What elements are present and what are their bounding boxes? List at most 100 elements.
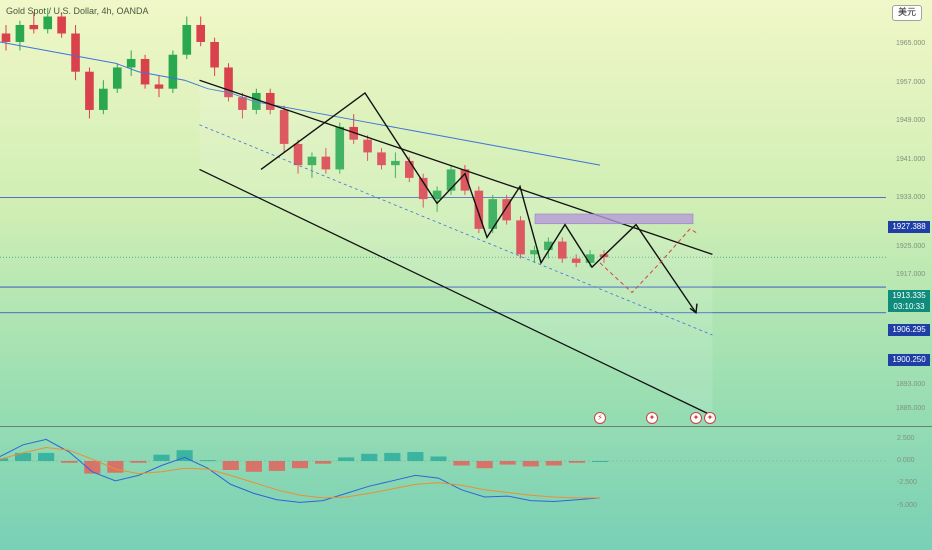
candle-body — [391, 160, 400, 166]
candle-body — [238, 97, 247, 110]
macd-tick-label: -5.000 — [897, 502, 917, 509]
candle-body — [335, 126, 345, 170]
macd-histogram-bar — [476, 461, 493, 469]
candle-body — [85, 71, 94, 110]
macd-histogram-bar — [199, 460, 216, 462]
macd-histogram-bar — [245, 461, 262, 472]
macd-histogram-bar — [568, 461, 585, 463]
macd-histogram-bar — [107, 461, 124, 473]
resistance-zone — [534, 213, 694, 225]
us-flag-icon[interactable]: ✦ — [704, 412, 716, 424]
candle-body — [502, 199, 511, 221]
channel-upper-line — [199, 79, 713, 255]
candle-body — [307, 156, 317, 166]
macd-histogram-bar — [522, 461, 539, 467]
candle-body — [112, 67, 122, 89]
macd-histogram-bar — [361, 453, 378, 461]
macd-histogram-bar — [222, 461, 239, 470]
price-tick-label: 1965.000 — [896, 40, 926, 47]
price-tick-label: 1957.000 — [896, 79, 926, 86]
macd-histogram-bar — [545, 461, 562, 466]
level-tag-1906: 1906.295 — [888, 324, 930, 336]
candle-body — [29, 24, 39, 30]
candle-body — [585, 254, 595, 263]
macd-histogram-bar — [591, 461, 609, 462]
macd-histogram-bar — [153, 454, 170, 461]
candle-body — [488, 199, 498, 229]
macd-tick-label: -2.500 — [897, 479, 917, 486]
candle-body — [15, 24, 25, 42]
macd-histogram-bar — [61, 461, 78, 463]
candle-body — [474, 190, 484, 229]
channel-lower-line — [199, 168, 713, 417]
channel-fill — [199, 80, 713, 416]
moving-average-line — [0, 41, 601, 166]
alternate-path — [599, 228, 698, 294]
candle-body — [196, 24, 206, 42]
candle-body — [404, 160, 414, 178]
current-price-tag: 1913.335 03:10:33 — [888, 290, 930, 312]
macd-histogram-bar — [291, 461, 309, 469]
price-tick-label: 1933.000 — [896, 194, 926, 201]
channel-mid-line — [199, 124, 713, 336]
candle-body — [224, 67, 233, 98]
macd-histogram-bar — [315, 461, 332, 464]
macd-histogram-bar — [130, 461, 147, 463]
candle-body — [1, 33, 11, 42]
macd-histogram-bar — [430, 456, 447, 461]
macd-line — [0, 438, 601, 503]
candle-body — [99, 88, 108, 110]
candle-body — [293, 143, 303, 166]
signal-line — [0, 446, 600, 499]
macd-histogram-bar — [0, 458, 9, 461]
candle-body — [446, 169, 456, 191]
macd-histogram-bar — [38, 452, 55, 461]
candle-body — [126, 58, 136, 68]
macd-histogram-bar — [338, 457, 355, 461]
candle-body — [279, 109, 289, 144]
candle-body — [182, 24, 192, 55]
macd-histogram-bar — [384, 452, 401, 461]
candle-body — [432, 190, 442, 200]
macd-histogram-bar — [268, 461, 285, 471]
candle-body — [377, 152, 386, 166]
candle-body — [530, 250, 539, 255]
candle-body — [363, 139, 372, 153]
price-tick-label: 1941.000 — [896, 156, 926, 163]
price-tick-label: 1885.000 — [896, 405, 926, 412]
current-price-value: 1913.335 — [892, 291, 926, 300]
macd-chart[interactable] — [0, 427, 932, 550]
currency-button[interactable]: 美元 — [892, 5, 922, 21]
price-tick-label: 1925.000 — [896, 243, 926, 250]
price-tick-label: 1949.000 — [896, 117, 926, 124]
level-tag-1927: 1927.388 — [888, 221, 930, 233]
candle-body — [544, 241, 553, 251]
price-tick-label: 1917.000 — [896, 271, 926, 278]
macd-tick-label: 2.500 — [897, 435, 915, 442]
chart-title: Gold Spot / U.S. Dollar, 4h, OANDA — [6, 6, 149, 16]
candle-body — [418, 177, 428, 200]
candle-body — [321, 156, 331, 170]
price-tick-label: 1893.000 — [896, 381, 926, 388]
macd-histogram-bar — [453, 461, 470, 466]
candle-body — [57, 16, 66, 34]
candle-body — [168, 54, 178, 89]
candle-body — [71, 33, 80, 72]
macd-histogram-bar — [499, 461, 516, 465]
zigzag-path — [260, 91, 697, 314]
us-flag-icon[interactable]: ✦ — [690, 412, 702, 424]
level-tag-1900: 1900.250 — [888, 354, 930, 366]
countdown-timer: 03:10:33 — [893, 302, 925, 311]
lightning-icon[interactable]: ⚡ — [594, 412, 606, 424]
projection-arrowhead — [689, 303, 698, 315]
macd-histogram-bar — [407, 452, 424, 461]
price-chart[interactable] — [0, 0, 932, 426]
candle-body — [557, 241, 567, 259]
candle-body — [571, 258, 581, 263]
candle-body — [516, 220, 525, 255]
candle-body — [349, 126, 358, 140]
candle-body — [210, 41, 219, 68]
us-flag-icon[interactable]: ✦ — [646, 412, 658, 424]
macd-tick-label: 0.000 — [897, 457, 915, 464]
candle-body — [265, 92, 275, 110]
